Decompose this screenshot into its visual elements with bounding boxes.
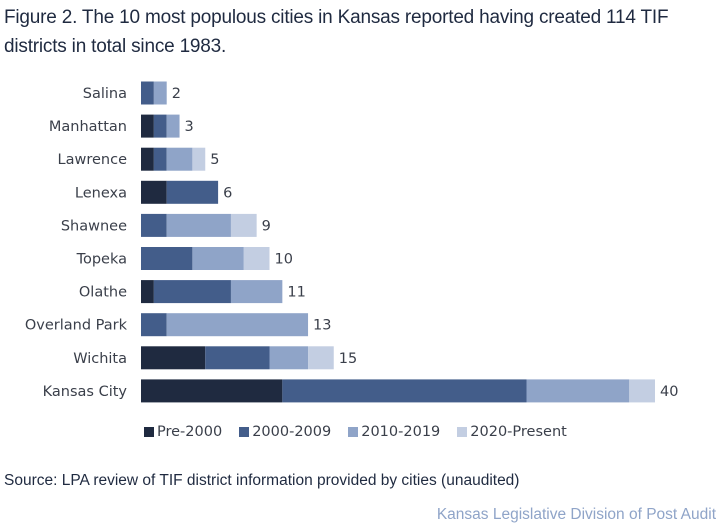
legend-label: Pre-2000 <box>157 424 223 440</box>
legend-label: 2010-2019 <box>361 424 441 440</box>
bar-segment-olathe-pre-2000 <box>141 280 154 304</box>
legend-label: 2000-2009 <box>252 424 332 440</box>
bar-segment-kansas-city-2010-2019 <box>526 379 630 403</box>
total-label-shawnee: 9 <box>262 218 271 234</box>
category-label-overland-park: Overland Park <box>25 318 128 334</box>
bar-segment-lawrence-2020-present <box>192 147 206 171</box>
legend-item-2010-2019: 2010-2019 <box>348 424 440 440</box>
total-label-manhattan: 3 <box>185 119 194 135</box>
category-label-salina: Salina <box>83 86 127 102</box>
bar-segment-shawnee-2010-2019 <box>166 213 231 237</box>
bar-segment-overland-park-2000-2009 <box>141 313 167 337</box>
bar-segment-topeka-2000-2009 <box>141 247 193 270</box>
bar-segment-kansas-city-2020-present <box>629 379 655 403</box>
category-label-kansas-city: Kansas City <box>43 384 128 400</box>
legend-item-2020-present: 2020-Present <box>457 424 567 440</box>
legend-swatch-pre-2000 <box>144 427 154 437</box>
bar-segment-wichita-2000-2009 <box>205 346 270 370</box>
bar-segment-manhattan-2010-2019 <box>166 114 180 138</box>
chart-title: Figure 2. The 10 most populous cities in… <box>4 7 669 57</box>
bar-segment-lawrence-2010-2019 <box>166 147 193 171</box>
category-label-shawnee: Shawnee <box>61 218 127 234</box>
legend-label: 2020-Present <box>470 424 567 440</box>
category-label-lenexa: Lenexa <box>75 185 127 201</box>
bar-segment-lenexa-pre-2000 <box>141 180 167 204</box>
legend-swatch-2020-present <box>457 427 468 437</box>
total-label-lenexa: 6 <box>223 185 232 201</box>
bar-segment-topeka-2010-2019 <box>192 247 244 270</box>
bar-segment-olathe-2000-2009 <box>153 280 231 304</box>
bar-segment-topeka-2020-present <box>243 247 270 270</box>
bar-segment-lawrence-2000-2009 <box>153 147 167 171</box>
bar-segment-salina-2000-2009 <box>141 81 154 105</box>
bar-segment-manhattan-2000-2009 <box>153 114 167 138</box>
bar-segment-overland-park-2010-2019 <box>166 313 309 337</box>
credit-line: Kansas Legislative Division of Post Audi… <box>436 506 716 523</box>
total-label-wichita: 15 <box>339 351 357 367</box>
total-label-olathe: 11 <box>287 285 305 301</box>
bar-segment-olathe-2010-2019 <box>230 280 283 304</box>
bar-segment-lawrence-pre-2000 <box>141 147 154 171</box>
category-label-olathe: Olathe <box>79 285 127 301</box>
total-label-topeka: 10 <box>275 252 293 268</box>
bar-segment-lenexa-2000-2009 <box>166 180 219 204</box>
total-label-salina: 2 <box>172 86 181 102</box>
legend-item-2000-2009: 2000-2009 <box>239 424 331 440</box>
legend-swatch-2000-2009 <box>239 427 250 437</box>
bar-segment-shawnee-2000-2009 <box>141 213 167 237</box>
bar-segment-manhattan-pre-2000 <box>141 114 154 138</box>
category-label-wichita: Wichita <box>73 351 127 367</box>
bar-segment-kansas-city-2000-2009 <box>282 379 527 403</box>
legend-swatch-2010-2019 <box>348 427 359 437</box>
category-label-manhattan: Manhattan <box>49 119 127 135</box>
bar-segment-shawnee-2020-present <box>230 213 257 237</box>
source-note: Source: LPA review of TIF district infor… <box>4 472 520 489</box>
bar-segment-salina-2010-2019 <box>153 81 167 105</box>
bar-segment-wichita-2020-present <box>308 346 334 370</box>
bar-segment-wichita-pre-2000 <box>141 346 206 370</box>
stacked-bar-chart: Salina 2 Manhattan 3 Lawrence 5 Lenexa 6 Shawnee… <box>25 81 678 403</box>
bar-segment-wichita-2010-2019 <box>269 346 309 370</box>
category-label-topeka: Topeka <box>76 252 127 268</box>
total-label-lawrence: 5 <box>210 152 219 168</box>
category-label-lawrence: Lawrence <box>58 152 128 168</box>
total-label-kansas-city: 40 <box>660 384 678 400</box>
total-label-overland-park: 13 <box>313 318 331 334</box>
legend: Pre-2000 2000-2009 2010-2019 2020-Presen… <box>144 424 567 440</box>
legend-item-pre-2000: Pre-2000 <box>144 424 222 440</box>
bar-segment-kansas-city-pre-2000 <box>141 379 283 403</box>
